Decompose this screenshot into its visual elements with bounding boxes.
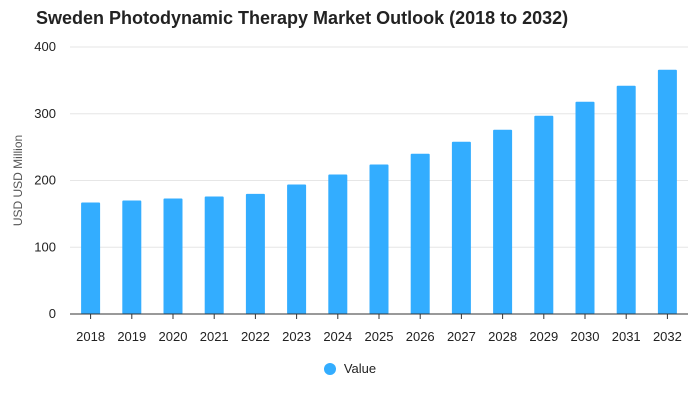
x-tick-label: 2019	[117, 329, 146, 344]
y-tick-label: 200	[34, 173, 56, 188]
bar-2026	[410, 153, 430, 314]
x-tick-label: 2029	[529, 329, 558, 344]
bar-2029	[534, 115, 554, 314]
x-tick-label: 2018	[76, 329, 105, 344]
y-tick-label: 100	[34, 239, 56, 254]
x-tick-label: 2024	[323, 329, 352, 344]
bar-2028	[493, 129, 513, 314]
bar-2020	[163, 198, 183, 314]
bar-2031	[616, 85, 636, 314]
legend: Value	[0, 361, 700, 376]
x-tick-label: 2032	[653, 329, 682, 344]
bar-2025	[369, 164, 389, 314]
bar-2018	[81, 202, 101, 314]
bar-2024	[328, 174, 348, 314]
x-tick-label: 2026	[406, 329, 435, 344]
y-tick-label: 400	[34, 39, 56, 54]
bar-2023	[287, 184, 307, 314]
x-tick-label: 2022	[241, 329, 270, 344]
bar-2019	[122, 200, 142, 314]
chart-title: Sweden Photodynamic Therapy Market Outlo…	[36, 8, 569, 28]
bar-2032	[657, 69, 677, 314]
bar-2030	[575, 101, 595, 314]
x-tick-label: 2020	[159, 329, 188, 344]
x-tick-label: 2030	[571, 329, 600, 344]
x-tick-label: 2031	[612, 329, 641, 344]
y-tick-label: 0	[49, 306, 56, 321]
legend-label: Value	[343, 361, 377, 376]
x-tick-label: 2021	[200, 329, 229, 344]
x-tick-label: 2023	[282, 329, 311, 344]
x-tick-label: 2025	[365, 329, 394, 344]
x-tick-label: 2028	[488, 329, 517, 344]
bar-2021	[204, 196, 224, 314]
bar-2022	[245, 193, 265, 314]
x-tick-label: 2027	[447, 329, 476, 344]
y-axis-title: USD USD Million	[11, 135, 25, 226]
y-tick-label: 300	[34, 106, 56, 121]
legend-marker	[323, 362, 336, 375]
bar-2027	[451, 141, 471, 314]
